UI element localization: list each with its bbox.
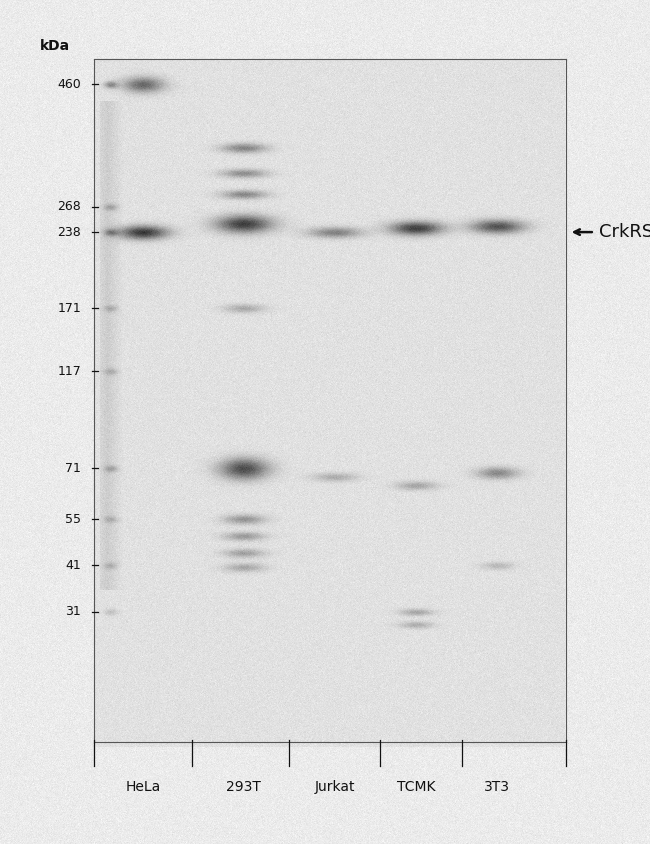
Text: Jurkat: Jurkat [315, 780, 355, 793]
Text: 41: 41 [66, 559, 81, 572]
Text: 117: 117 [57, 365, 81, 378]
Text: CrkRS: CrkRS [599, 223, 650, 241]
Text: 293T: 293T [226, 780, 261, 793]
Text: 31: 31 [66, 605, 81, 619]
Text: 460: 460 [57, 78, 81, 91]
Text: 71: 71 [66, 462, 81, 475]
Text: HeLa: HeLa [125, 780, 161, 793]
Text: 171: 171 [57, 301, 81, 315]
Text: 55: 55 [65, 512, 81, 526]
Text: 238: 238 [57, 225, 81, 239]
Text: 3T3: 3T3 [484, 780, 510, 793]
Text: kDa: kDa [40, 40, 70, 53]
Text: 268: 268 [57, 200, 81, 214]
Text: TCMK: TCMK [396, 780, 436, 793]
